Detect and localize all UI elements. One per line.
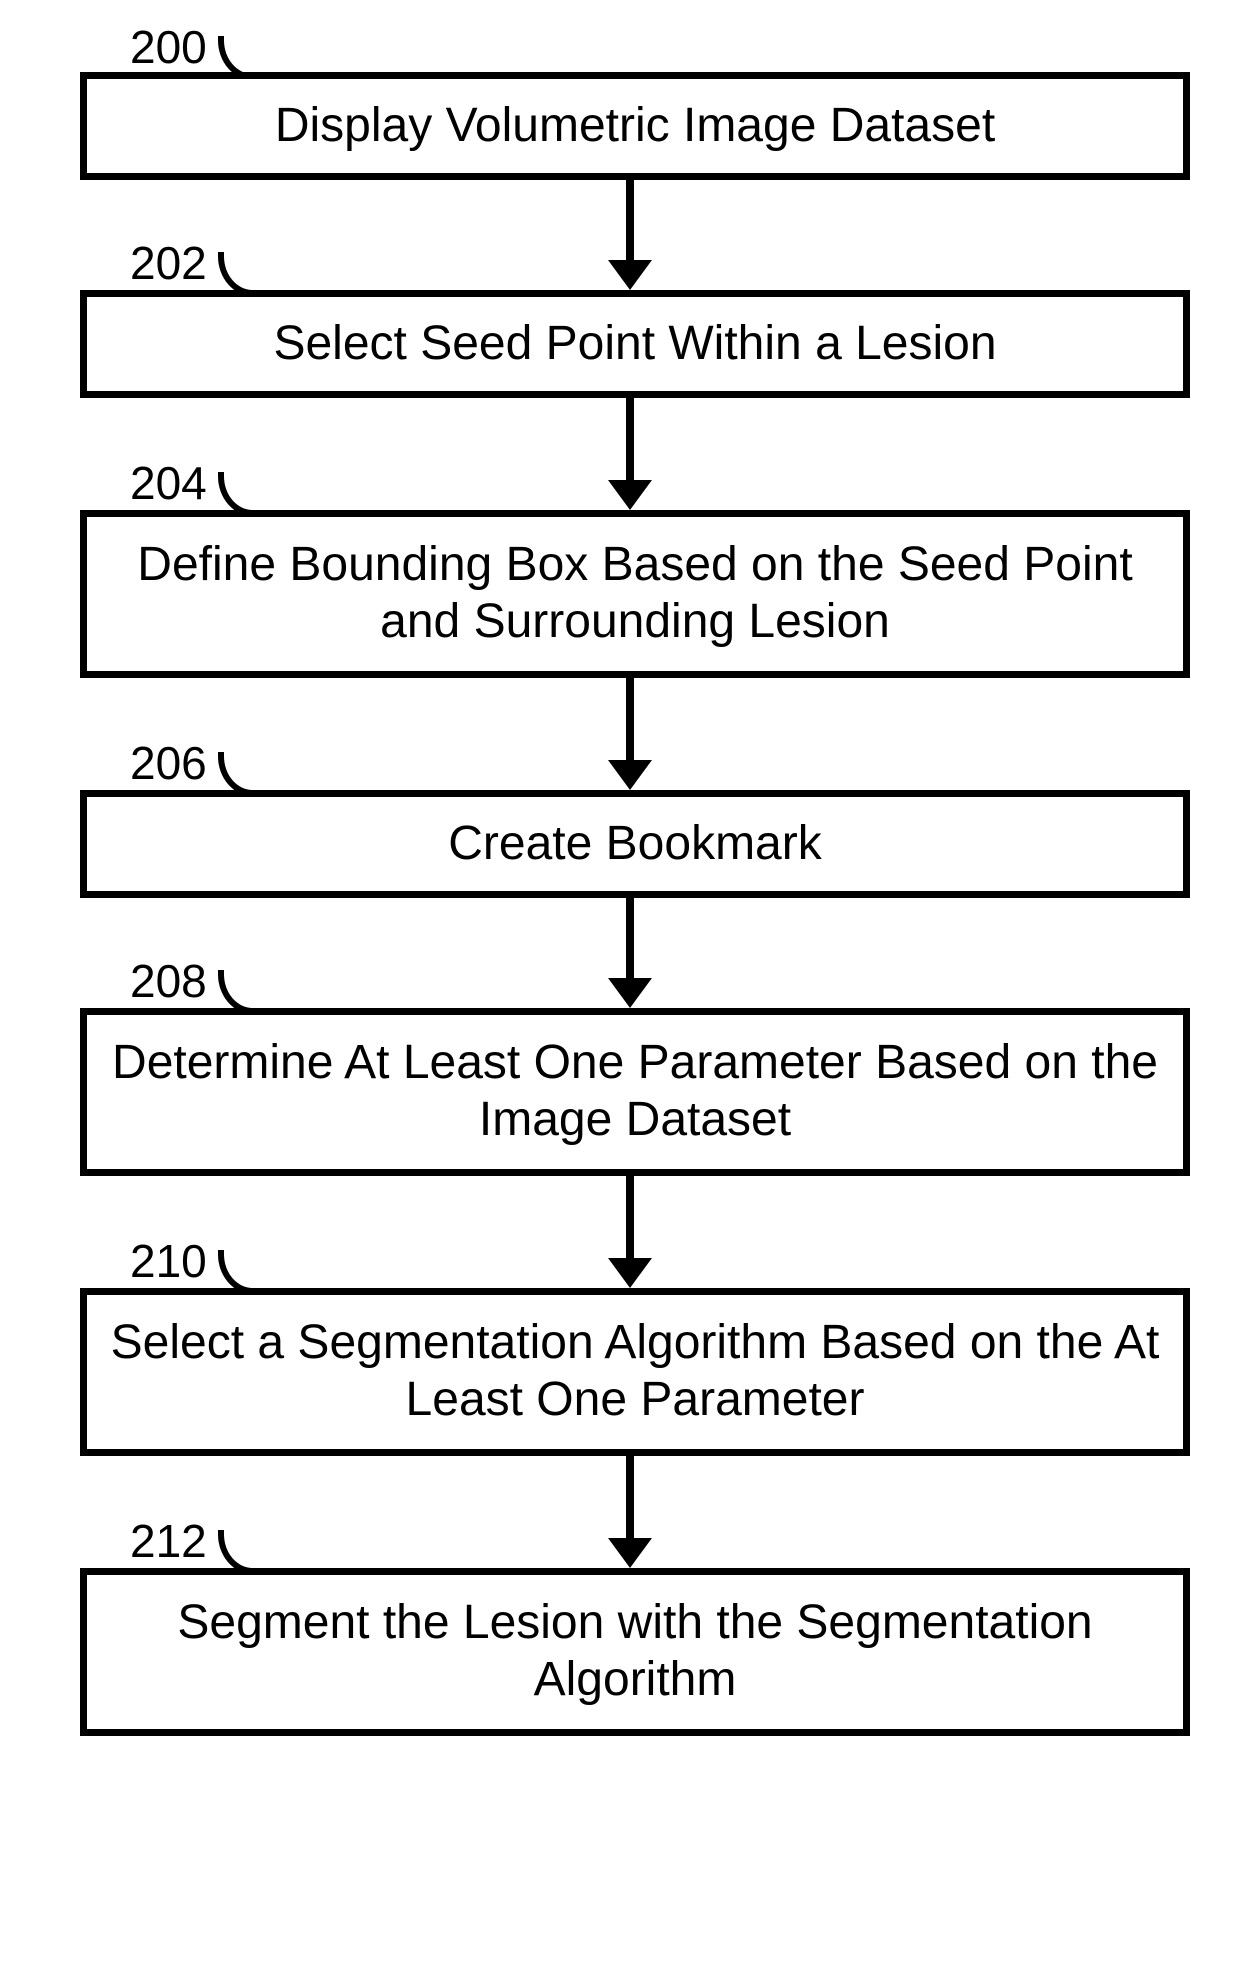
arrow-line [626, 1176, 634, 1258]
arrow-head-icon [608, 760, 652, 790]
arrow-head-icon [608, 1258, 652, 1288]
step-ref-208: 208 [130, 954, 207, 1008]
arrow-head-icon [608, 260, 652, 290]
arrow-head-icon [608, 978, 652, 1008]
step-ref-204: 204 [130, 456, 207, 510]
flow-step-202: Select Seed Point Within a Lesion [80, 290, 1190, 398]
step-ref-206: 206 [130, 736, 207, 790]
arrow-line [626, 398, 634, 480]
arrow-line [626, 180, 634, 260]
arrow-head-icon [608, 480, 652, 510]
flowchart-canvas: 200Display Volumetric Image Dataset202Se… [0, 0, 1252, 1971]
step-ref-212: 212 [130, 1514, 207, 1568]
flow-step-210: Select a Segmentation Algorithm Based on… [80, 1288, 1190, 1456]
arrow-line [626, 898, 634, 978]
flow-step-200: Display Volumetric Image Dataset [80, 72, 1190, 180]
flow-step-206: Create Bookmark [80, 790, 1190, 898]
arrow-head-icon [608, 1538, 652, 1568]
flow-step-208: Determine At Least One Parameter Based o… [80, 1008, 1190, 1176]
flow-step-212: Segment the Lesion with the Segmentation… [80, 1568, 1190, 1736]
step-ref-200: 200 [130, 20, 207, 74]
step-ref-210: 210 [130, 1234, 207, 1288]
flow-step-204: Define Bounding Box Based on the Seed Po… [80, 510, 1190, 678]
arrow-line [626, 678, 634, 760]
step-ref-202: 202 [130, 236, 207, 290]
arrow-line [626, 1456, 634, 1538]
